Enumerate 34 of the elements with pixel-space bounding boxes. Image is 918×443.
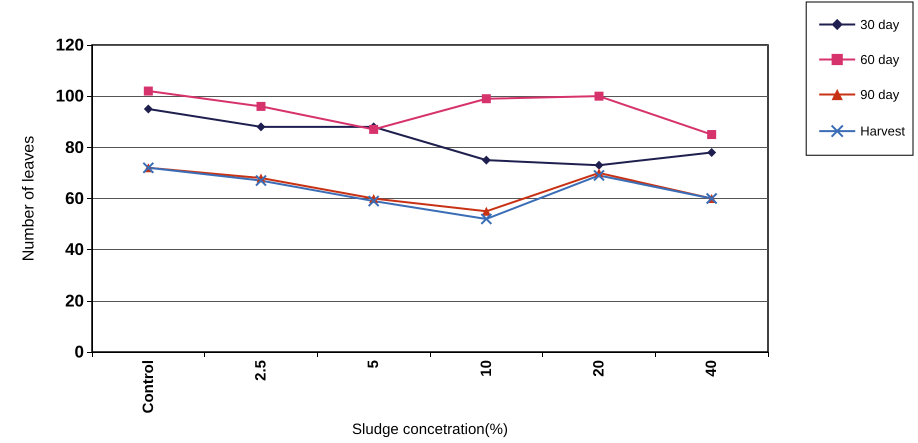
point — [707, 130, 716, 140]
point — [256, 122, 266, 132]
point — [368, 195, 380, 208]
y-tick-label: 100 — [56, 86, 84, 106]
point — [480, 212, 492, 225]
y-tick-label: 20 — [65, 291, 84, 310]
legend-label: 60 day — [860, 52, 900, 67]
point — [482, 94, 491, 104]
point — [369, 124, 378, 134]
point — [256, 102, 266, 111]
x-tick-label: 10 — [478, 360, 495, 377]
y-tick-label: 60 — [65, 189, 84, 208]
y-tick-label: 120 — [56, 36, 84, 54]
x-tick-label: 20 — [590, 360, 608, 377]
legend-label: 30 day — [860, 17, 900, 32]
y-tick-label: 80 — [65, 138, 84, 157]
x-tick-label: Control — [140, 360, 157, 414]
point — [707, 148, 716, 157]
y-axis-title: Number of leaves — [20, 136, 38, 262]
x-tick-label: 5 — [365, 360, 382, 368]
legend-label: 90 day — [860, 87, 900, 102]
point — [482, 156, 491, 165]
legend-label: Harvest — [860, 124, 906, 139]
point — [593, 169, 605, 182]
point — [594, 92, 604, 101]
x-tick-label: 2.5 — [252, 360, 270, 381]
y-tick-label: 0 — [74, 342, 84, 362]
x-tick-label: 40 — [703, 360, 720, 377]
x-axis-title: Sludge concetration(%) — [352, 421, 508, 438]
y-tick-label: 40 — [65, 240, 84, 260]
point — [594, 160, 604, 170]
point — [144, 104, 153, 114]
point — [255, 174, 267, 187]
point — [144, 86, 153, 96]
